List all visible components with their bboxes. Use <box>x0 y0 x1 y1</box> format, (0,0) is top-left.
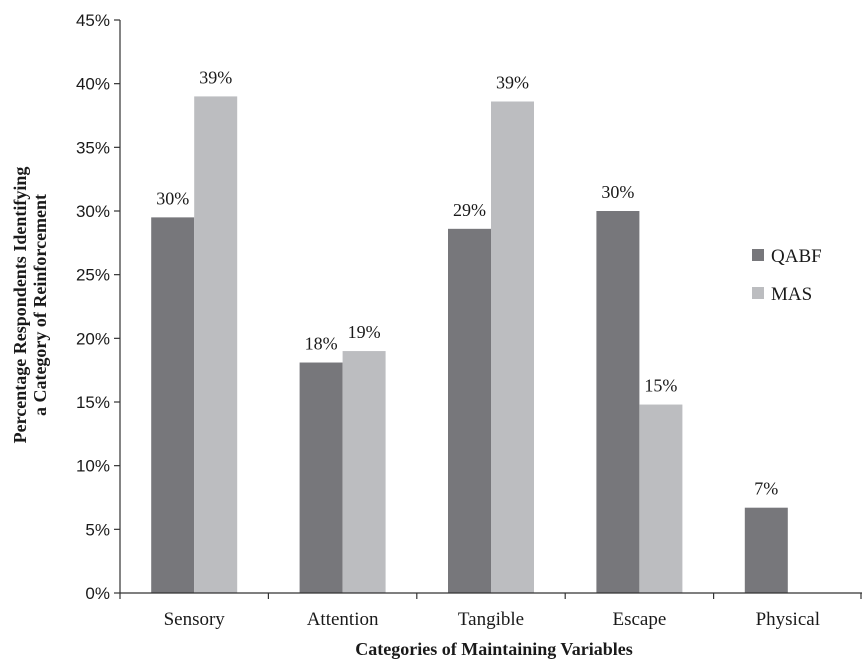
legend-label-qabf: QABF <box>771 246 822 267</box>
y-axis-title-line-1: Percentage Respondents Identifying <box>10 167 30 444</box>
y-axis-title: Percentage Respondents Identifying a Cat… <box>10 167 50 444</box>
data-label-mas-sensory: 39% <box>199 67 232 87</box>
x-tick-label-attention: Attention <box>307 609 379 630</box>
bar-mas-escape <box>639 404 683 593</box>
bar-qabf-sensory <box>151 217 195 593</box>
bars <box>151 96 788 594</box>
x-axis: Sensory Attention Tangible Escape Physical <box>119 592 862 630</box>
x-axis-title: Categories of Maintaining Variables <box>355 639 633 659</box>
data-labels: 30% 39% 18% 19% 29% 39% 30% 15% 7% <box>156 67 778 498</box>
y-tick-label: 25% <box>76 266 110 285</box>
legend-label-mas: MAS <box>771 284 812 305</box>
bar-mas-sensory <box>194 96 238 594</box>
y-axis-title-line-2: a Category of Reinforcement <box>30 194 50 416</box>
y-tick-label: 35% <box>76 138 110 157</box>
data-label-qabf-tangible: 29% <box>453 200 486 220</box>
bar-qabf-tangible <box>448 228 491 593</box>
bar-qabf-escape <box>596 211 640 593</box>
legend: QABF MAS <box>752 246 822 305</box>
x-tick-label-physical: Physical <box>756 609 820 630</box>
y-tick-label: 45% <box>76 11 110 30</box>
x-tick-label-tangible: Tangible <box>458 609 524 630</box>
y-tick-label: 15% <box>76 393 110 412</box>
legend-swatch-mas <box>752 287 764 299</box>
data-label-qabf-attention: 18% <box>305 334 338 354</box>
y-tick-label: 10% <box>76 457 110 476</box>
bar-qabf-physical <box>744 507 788 593</box>
bar-mas-tangible <box>491 101 534 593</box>
data-label-mas-attention: 19% <box>348 322 381 342</box>
y-axis: 0% 5% 10% 15% 20% 25% 30% 35% 40% 45% <box>76 11 121 603</box>
data-label-mas-tangible: 39% <box>496 72 529 92</box>
data-label-qabf-sensory: 30% <box>156 188 189 208</box>
y-tick-label: 30% <box>76 202 110 221</box>
x-tick-label-escape: Escape <box>612 609 666 630</box>
data-label-mas-escape: 15% <box>644 376 677 396</box>
y-tick-label: 40% <box>76 75 110 94</box>
bar-mas-attention <box>342 351 386 593</box>
data-label-qabf-physical: 7% <box>754 479 778 499</box>
x-tick-label-sensory: Sensory <box>164 609 226 630</box>
y-tick-label: 0% <box>85 584 110 603</box>
data-label-qabf-escape: 30% <box>601 182 634 202</box>
y-tick-label: 20% <box>76 329 110 348</box>
legend-swatch-qabf <box>752 249 764 261</box>
bar-qabf-attention <box>299 362 343 593</box>
y-tick-label: 5% <box>85 520 110 539</box>
